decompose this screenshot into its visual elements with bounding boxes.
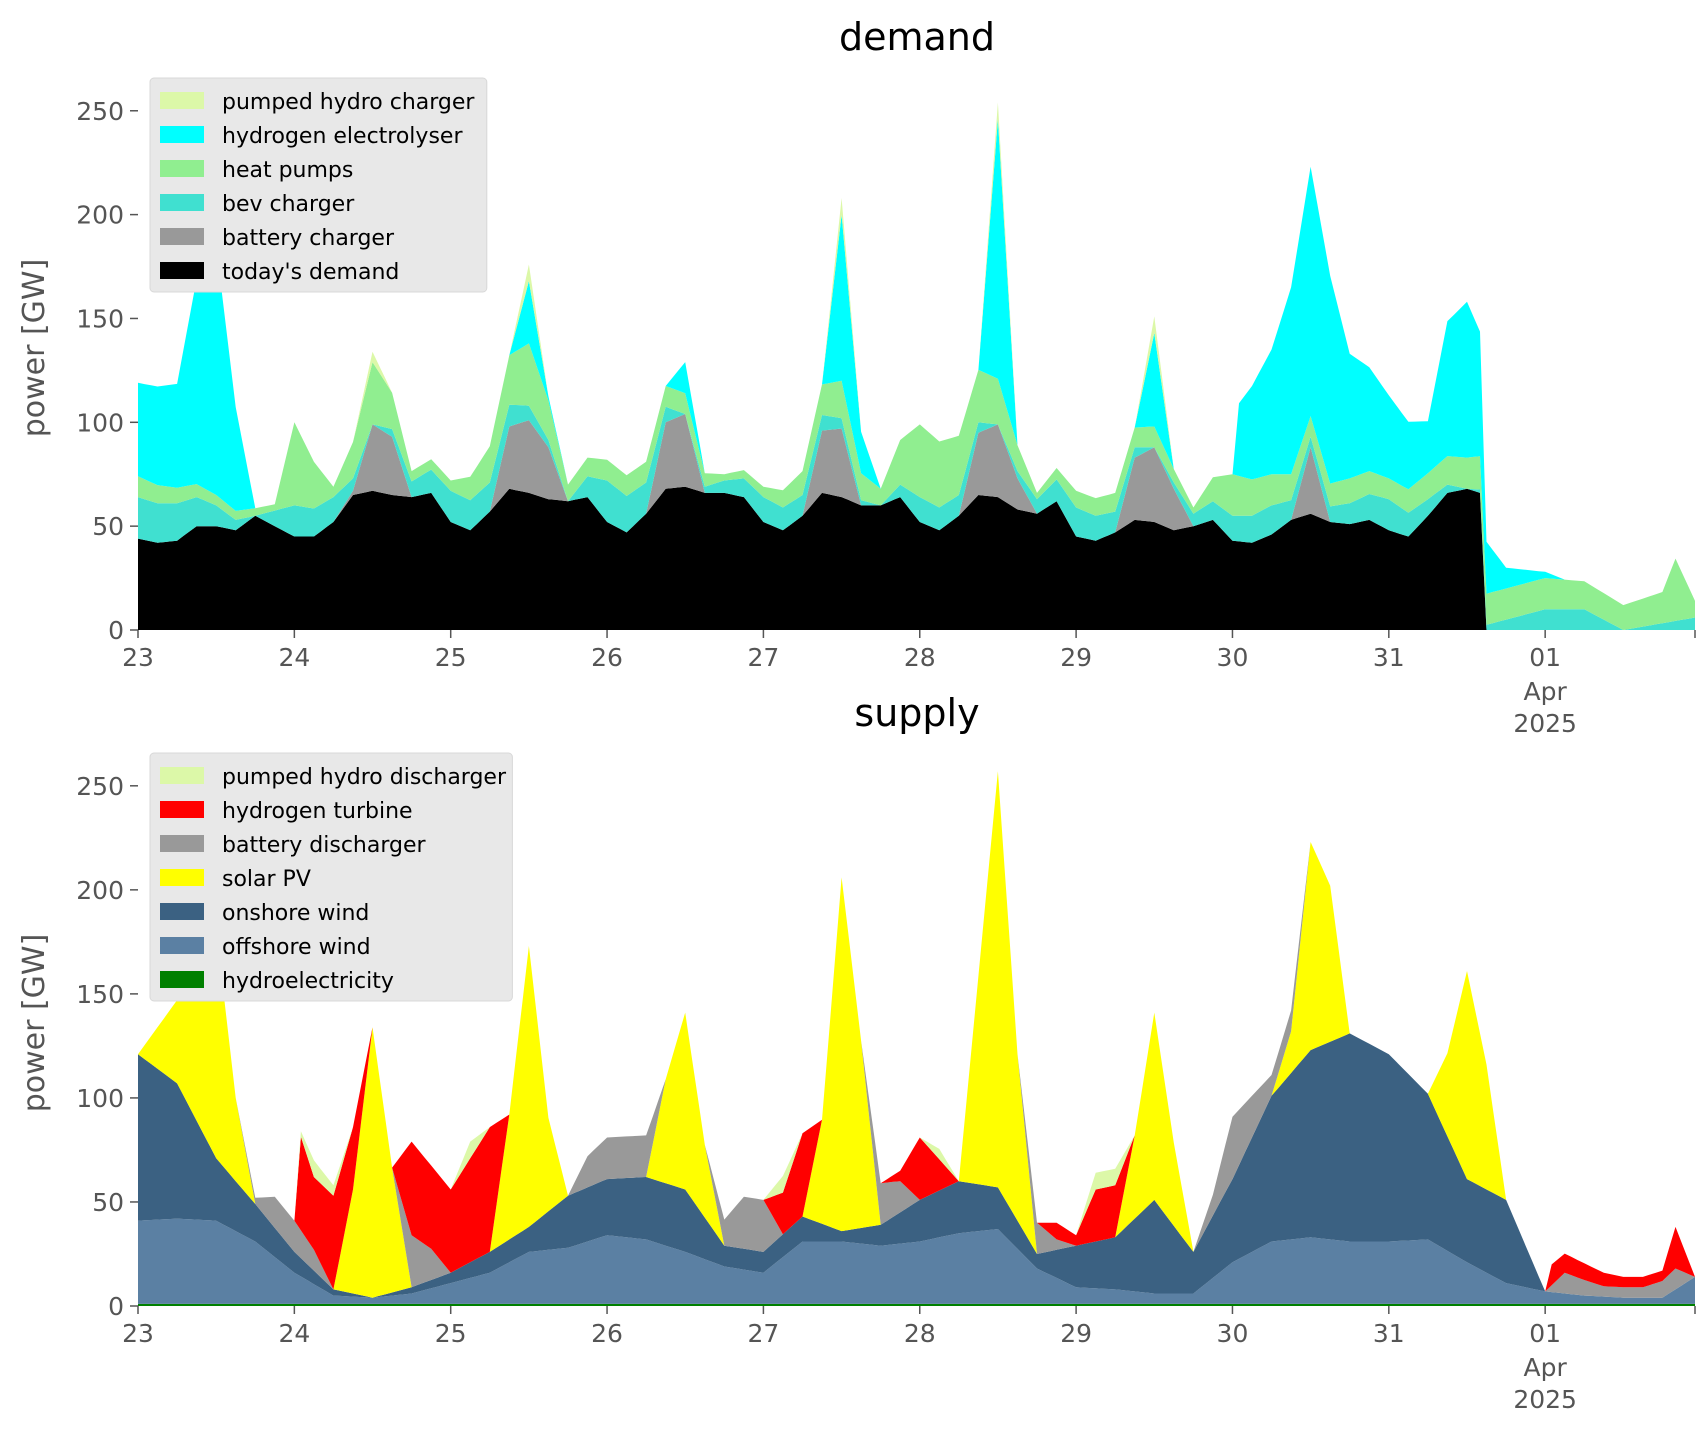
y-tick-label: 150 bbox=[76, 980, 124, 1009]
area-bev-charger bbox=[138, 404, 1695, 630]
x-tick-label: 31 bbox=[1373, 643, 1405, 672]
x-tick-label: 26 bbox=[591, 1319, 623, 1348]
legend-label-offshore-wind: offshore wind bbox=[222, 935, 371, 960]
legend-label-today-s-demand: today's demand bbox=[222, 260, 399, 285]
legend-box bbox=[149, 752, 513, 1002]
y-tick-label: 100 bbox=[76, 1084, 124, 1113]
supply-panel: supply power [GW] 0 50 100 150 200 250 23 24 25 2… bbox=[17, 691, 1696, 1414]
legend-swatch-heat-pumps bbox=[160, 160, 204, 177]
x-tick-label: 30 bbox=[1217, 1319, 1249, 1348]
x-tick-sublabel: Apr bbox=[1524, 1353, 1568, 1382]
x-tick-sublabel: 2025 bbox=[1513, 709, 1577, 738]
legend-box bbox=[149, 77, 488, 293]
x-tick-sublabel: Apr bbox=[1524, 677, 1568, 706]
y-tick-label: 250 bbox=[76, 97, 124, 126]
x-tick-label: 26 bbox=[591, 643, 623, 672]
legend-swatch-hydroelectricity bbox=[160, 971, 204, 988]
legend-swatch-today-s-demand bbox=[160, 262, 204, 279]
area-battery-discharger bbox=[138, 771, 1695, 1298]
legend-swatch-bev-charger bbox=[160, 194, 204, 211]
y-tick-label: 150 bbox=[76, 304, 124, 333]
area-hydrogen-electrolyser bbox=[138, 119, 1695, 606]
legend-label-hydroelectricity: hydroelectricity bbox=[222, 969, 394, 994]
legend-label-heat-pumps: heat pumps bbox=[222, 158, 353, 183]
legend-swatch-pumped-hydro-discharger bbox=[160, 767, 204, 784]
x-tick-label: 25 bbox=[435, 643, 467, 672]
demand-panel: demand power [GW] 0 50 100 150 200 250 23 24 25 2… bbox=[17, 15, 1696, 738]
legend-swatch-pumped-hydro-charger bbox=[160, 92, 204, 109]
axes: 0 50 100 150 200 250 23 24 25 26 27 28 29 30 31 01 Apr 20… bbox=[76, 97, 1696, 738]
area-offshore-wind bbox=[138, 1218, 1695, 1304]
x-tick-label: 28 bbox=[904, 643, 936, 672]
y-tick-label: 0 bbox=[108, 1292, 124, 1321]
legend-label-pumped-hydro-discharger: pumped hydro discharger bbox=[222, 765, 507, 790]
x-tick-label: 25 bbox=[435, 1319, 467, 1348]
x-tick-label: 29 bbox=[1060, 643, 1092, 672]
y-tick-label: 250 bbox=[76, 772, 124, 801]
chart-title: demand bbox=[839, 15, 995, 59]
legend: pumped hydro discharger hydrogen turbine b… bbox=[149, 752, 513, 1002]
x-tick-label: 01 bbox=[1529, 1319, 1561, 1348]
legend-label-pumped-hydro-charger: pumped hydro charger bbox=[222, 90, 475, 115]
y-axis-label: power [GW] bbox=[17, 259, 52, 438]
x-tick-label: 27 bbox=[747, 643, 779, 672]
area-onshore-wind bbox=[138, 1033, 1695, 1298]
area-solar-pv bbox=[138, 771, 1695, 1298]
y-tick-label: 200 bbox=[76, 201, 124, 230]
axes: 0 50 100 150 200 250 23 24 25 26 27 28 29 30 31 01 Apr 20… bbox=[76, 772, 1696, 1414]
area-heat-pumps bbox=[138, 343, 1695, 630]
y-tick-label: 50 bbox=[92, 1188, 124, 1217]
y-tick-label: 200 bbox=[76, 876, 124, 905]
y-axis-label: power [GW] bbox=[17, 934, 52, 1113]
legend-swatch-onshore-wind bbox=[160, 903, 204, 920]
x-tick-label: 27 bbox=[747, 1319, 779, 1348]
x-tick-label: 24 bbox=[278, 643, 310, 672]
x-tick-label: 23 bbox=[122, 643, 154, 672]
legend-label-onshore-wind: onshore wind bbox=[222, 901, 369, 926]
x-tick-label: 01 bbox=[1529, 643, 1561, 672]
chart-title: supply bbox=[854, 691, 979, 735]
y-tick-label: 0 bbox=[108, 616, 124, 645]
legend-swatch-offshore-wind bbox=[160, 937, 204, 954]
legend-swatch-hydrogen-turbine bbox=[160, 801, 204, 818]
x-tick-label: 30 bbox=[1217, 643, 1249, 672]
area-today-s-demand bbox=[138, 486, 1695, 630]
legend-label-bev-charger: bev charger bbox=[222, 192, 355, 217]
legend-label-hydrogen-turbine: hydrogen turbine bbox=[222, 799, 413, 824]
y-tick-label: 100 bbox=[76, 408, 124, 437]
area-hydroelectricity bbox=[138, 1303, 1695, 1306]
area-hydrogen-turbine bbox=[138, 771, 1695, 1292]
legend-label-solar-pv: solar PV bbox=[222, 867, 311, 892]
legend-label-battery-charger: battery charger bbox=[222, 226, 395, 251]
legend-swatch-battery-charger bbox=[160, 228, 204, 245]
legend-swatch-solar-pv bbox=[160, 869, 204, 886]
legend-label-hydrogen-electrolyser: hydrogen electrolyser bbox=[222, 124, 463, 149]
x-tick-label: 24 bbox=[278, 1319, 310, 1348]
legend: pumped hydro charger hydrogen electrolyse… bbox=[149, 77, 488, 293]
legend-swatch-hydrogen-electrolyser bbox=[160, 126, 204, 143]
x-tick-label: 23 bbox=[122, 1319, 154, 1348]
x-tick-label: 31 bbox=[1373, 1319, 1405, 1348]
x-tick-label: 29 bbox=[1060, 1319, 1092, 1348]
area-battery-charger bbox=[138, 414, 1695, 630]
plot-areas bbox=[138, 102, 1695, 630]
legend-swatch-battery-discharger bbox=[160, 835, 204, 852]
x-tick-label: 28 bbox=[904, 1319, 936, 1348]
plot-areas bbox=[138, 771, 1695, 1306]
legend-label-battery-discharger: battery discharger bbox=[222, 833, 427, 858]
y-tick-label: 50 bbox=[92, 512, 124, 541]
x-tick-sublabel: 2025 bbox=[1513, 1385, 1577, 1414]
